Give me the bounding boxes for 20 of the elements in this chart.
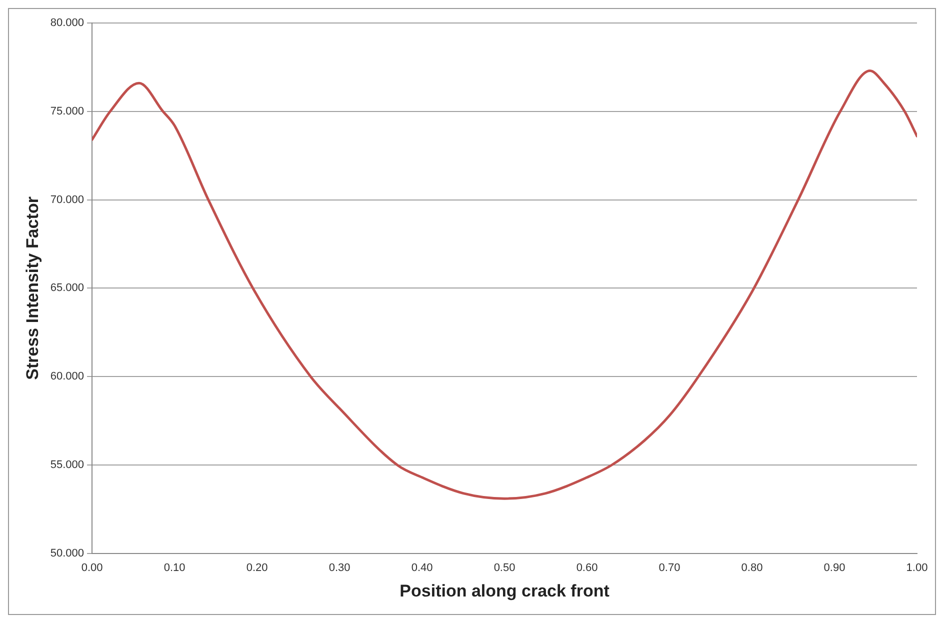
x-tick-label: 0.60: [576, 562, 598, 574]
y-tick-label: 60.000: [50, 370, 84, 383]
x-tick-label: 0.50: [494, 562, 516, 574]
x-tick-label: 0.20: [246, 562, 268, 574]
x-tick-label: 0.80: [741, 562, 763, 574]
x-axis-title: Position along crack front: [400, 581, 610, 600]
y-axis-title: Stress Intensity Factor: [22, 196, 42, 380]
x-tick-label: 0.40: [411, 562, 433, 574]
x-tick-label: 0.30: [328, 562, 350, 574]
x-tick-label: 0.90: [824, 562, 846, 574]
y-tick-label: 75.000: [50, 105, 84, 118]
y-tick-label: 50.000: [50, 547, 84, 560]
y-tick-label: 70.000: [50, 194, 84, 206]
x-tick-label: 0.10: [164, 562, 186, 574]
x-tick-label: 0.00: [81, 562, 103, 574]
y-tick-label: 65.000: [50, 282, 84, 294]
x-tick-label: 0.70: [658, 562, 680, 574]
y-tick-label: 80.000: [50, 17, 84, 30]
x-tick-label: 1.00: [906, 562, 928, 574]
y-tick-label: 55.000: [50, 459, 84, 472]
